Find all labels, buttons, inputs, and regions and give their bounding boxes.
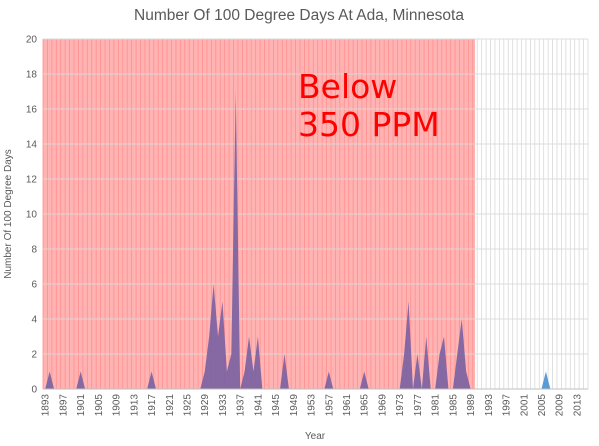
x-tick-label: 1921	[165, 394, 176, 417]
y-tick-label: 18	[26, 70, 38, 81]
x-tick-label: 1985	[448, 394, 459, 417]
x-tick-label: 1981	[431, 394, 442, 417]
x-tick-label: 1905	[94, 394, 105, 417]
x-tick-label: 1977	[413, 394, 424, 417]
x-tick-label: 1993	[484, 394, 495, 417]
x-tick-label: 1925	[183, 394, 194, 417]
x-tick-label: 1945	[271, 394, 282, 417]
y-tick-label: 12	[26, 175, 38, 186]
y-tick-label: 8	[31, 245, 37, 256]
x-tick-label: 1949	[289, 394, 300, 417]
x-tick-label: 2005	[537, 394, 548, 417]
x-tick-label: 1937	[236, 394, 247, 417]
x-tick-label: 1965	[360, 394, 371, 417]
x-tick-labels: 1893 1897 1901 1905 1909 1913 1917 1921 1925 1929…	[41, 394, 584, 417]
x-tick-label: 1989	[466, 394, 477, 417]
x-tick-label: 1961	[342, 394, 353, 417]
y-tick-labels: 0 2 4 6 8 10 12 14 16 18 20	[26, 35, 38, 396]
y-tick-label: 0	[31, 385, 37, 396]
x-tick-label: 1917	[147, 394, 158, 417]
x-tick-label: 1941	[253, 394, 264, 417]
x-tick-label: 1897	[58, 394, 69, 417]
x-tick-label: 1913	[129, 394, 140, 417]
x-tick-label: 2009	[555, 394, 566, 417]
y-tick-label: 16	[26, 105, 38, 116]
annotation-line-2: 350 PPM	[298, 105, 440, 144]
y-tick-label: 10	[26, 210, 38, 221]
y-tick-label: 2	[31, 350, 37, 361]
x-tick-label: 1893	[41, 394, 52, 417]
y-tick-label: 20	[26, 35, 38, 46]
x-tick-label: 1929	[200, 394, 211, 417]
horizontal-gridlines	[43, 38, 588, 355]
x-tick-label: 1969	[377, 394, 388, 417]
x-tick-label: 1997	[502, 394, 513, 417]
y-tick-label: 6	[31, 280, 37, 291]
x-tick-label: 1901	[76, 394, 87, 417]
x-tick-label: 1909	[112, 394, 123, 417]
x-tick-label: 1957	[324, 394, 335, 417]
x-tick-label: 1953	[307, 394, 318, 417]
x-axis-title: Year	[305, 431, 326, 442]
x-tick-label: 2001	[519, 394, 530, 417]
chart-title: Number Of 100 Degree Days At Ada, Minnes…	[134, 7, 464, 24]
x-tick-label: 1933	[218, 394, 229, 417]
y-tick-label: 14	[26, 140, 38, 151]
y-tick-label: 4	[31, 315, 37, 326]
x-tick-label: 2013	[572, 394, 583, 417]
y-axis-title: Number Of 100 Degree Days	[3, 149, 14, 279]
x-tick-label: 1973	[395, 394, 406, 417]
annotation-line-1: Below	[298, 67, 397, 106]
